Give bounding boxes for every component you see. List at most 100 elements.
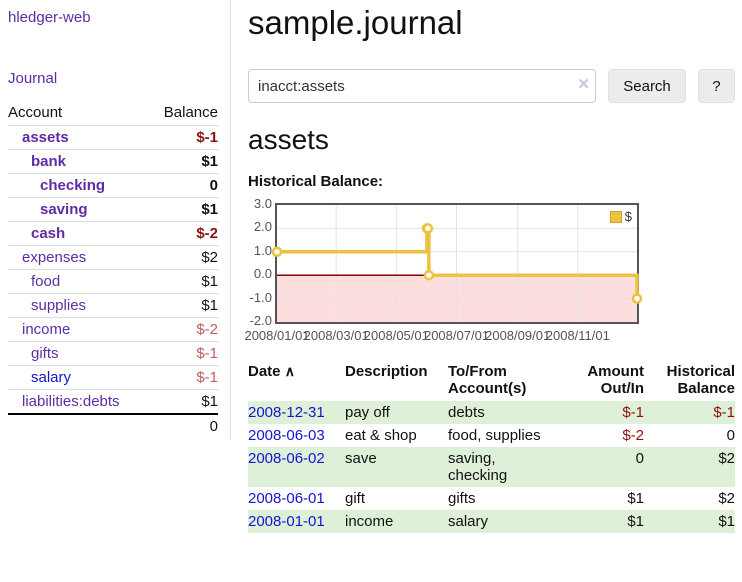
- balance-chart: $ 3.0 2.0 1.0 0.0 -1.0 -2.0 2008/01/01 2008/03/…: [244, 196, 735, 346]
- transaction-balance: $2: [718, 490, 735, 507]
- accounts-total-row: 0: [8, 413, 218, 437]
- balance-column-header: Historical Balance: [666, 363, 735, 397]
- x-axis-tick-label: 2008/09/01: [485, 328, 551, 343]
- account-row: gifts $-1: [8, 342, 218, 366]
- transaction-accounts: food, supplies: [448, 427, 541, 444]
- transaction-date-link[interactable]: 2008-01-01: [248, 513, 325, 530]
- transaction-accounts: gifts: [448, 490, 476, 507]
- sidebar-account-gifts[interactable]: gifts: [31, 345, 59, 362]
- description-column-header: Description: [345, 363, 428, 380]
- transaction-balance: 0: [726, 427, 735, 444]
- amount-column-header: Amount Out/In: [587, 363, 644, 397]
- transaction-description: income: [345, 513, 394, 530]
- transaction-accounts: debts: [448, 404, 485, 421]
- sidebar-account-checking[interactable]: checking: [40, 177, 106, 194]
- account-row: saving $1: [8, 198, 218, 222]
- account-row: liabilities:debts $1: [8, 390, 218, 414]
- transaction-balance: $1: [718, 513, 735, 530]
- chart-plot-area: $: [271, 203, 643, 324]
- transaction-description: save: [345, 450, 377, 467]
- search-button[interactable]: Search: [608, 69, 686, 103]
- transaction-row: 2008-01-01 income salary $1 $1: [248, 510, 735, 533]
- sidebar-account-assets[interactable]: assets: [22, 129, 69, 146]
- account-balance: $1: [201, 273, 218, 290]
- y-axis-tick-label: -1.0: [249, 289, 272, 305]
- main-content: sample.journal × Search ? assets Histori…: [240, 0, 742, 582]
- sort-ascending-icon: ∧: [284, 363, 295, 379]
- y-axis-tick-label: 0.0: [253, 266, 272, 282]
- account-row: food $1: [8, 270, 218, 294]
- account-balance: $2: [201, 249, 218, 266]
- x-axis-tick-label: 2008/11/01: [545, 328, 610, 343]
- balance-column-header: Balance: [163, 104, 218, 121]
- transaction-balance: $-1: [713, 404, 735, 421]
- brand-link[interactable]: hledger-web: [8, 9, 91, 26]
- transaction-amount: 0: [635, 450, 644, 467]
- chart-title: Historical Balance:: [248, 173, 384, 190]
- transaction-date-link[interactable]: 2008-06-02: [248, 450, 325, 467]
- transaction-row: 2008-12-31 pay off debts $-1 $-1: [248, 401, 735, 424]
- account-row: bank $1: [8, 150, 218, 174]
- x-axis-tick-label: 2008/07/01: [423, 328, 490, 343]
- transaction-date-link[interactable]: 2008-06-01: [248, 490, 325, 507]
- date-column-header[interactable]: Date ∧: [248, 361, 345, 401]
- sidebar-account-salary[interactable]: salary: [31, 369, 72, 386]
- transaction-accounts: saving, checking: [448, 450, 508, 484]
- y-axis-tick-label: 3.0: [253, 196, 272, 211]
- account-row: expenses $2: [8, 246, 218, 270]
- sidebar-item-journal[interactable]: Journal: [8, 70, 58, 87]
- sidebar-account-liabilities-debts[interactable]: liabilities:debts: [22, 393, 120, 410]
- y-axis-tick-label: 1.0: [253, 242, 272, 258]
- account-balance: $1: [201, 153, 218, 170]
- sidebar-account-expenses[interactable]: expenses: [22, 249, 87, 266]
- sidebar: hledger-web Journal Account Balance asse…: [0, 0, 231, 440]
- account-row: salary $-1: [8, 366, 218, 390]
- x-axis-tick-label: 2008/03/01: [303, 328, 369, 343]
- chart-plot-svg: [271, 205, 643, 322]
- legend-label: $: [624, 209, 632, 224]
- account-column-header: To/From Account(s): [448, 363, 527, 397]
- sidebar-account-saving[interactable]: saving: [40, 201, 88, 218]
- transaction-description: eat & shop: [345, 427, 417, 444]
- y-axis-tick-label: 2.0: [253, 219, 272, 235]
- search-input[interactable]: [248, 69, 597, 103]
- search-form: × Search ?: [248, 69, 735, 103]
- account-balance: 0: [209, 177, 218, 194]
- account-balance: $1: [201, 393, 218, 410]
- sidebar-account-cash[interactable]: cash: [31, 225, 66, 242]
- accounts-table: Account Balance assets $-1 bank $1 check…: [8, 100, 218, 437]
- page-title: sample.journal: [248, 4, 463, 41]
- transaction-row: 2008-06-02 save saving, checking 0 $2: [248, 447, 735, 487]
- account-row: cash $-2: [8, 222, 218, 246]
- register-table: Date ∧ Description To/From Account(s) Am…: [248, 361, 735, 533]
- transaction-date-link[interactable]: 2008-06-03: [248, 427, 325, 444]
- sidebar-account-bank[interactable]: bank: [31, 153, 67, 170]
- accounts-total: 0: [209, 417, 218, 435]
- account-row: assets $-1: [8, 126, 218, 150]
- transaction-description: gift: [345, 490, 366, 507]
- clear-search-icon[interactable]: ×: [578, 74, 590, 95]
- account-balance: $-2: [196, 225, 218, 242]
- account-balance: $-1: [196, 369, 218, 386]
- date-header-label: Date: [248, 363, 281, 380]
- account-balance: $1: [201, 201, 218, 218]
- y-axis-tick-label: -2.0: [249, 313, 272, 328]
- sidebar-account-food[interactable]: food: [31, 273, 61, 290]
- transaction-amount: $-1: [622, 404, 644, 421]
- legend-color-swatch: [609, 210, 622, 223]
- account-heading: assets: [248, 124, 329, 155]
- transaction-accounts: salary: [448, 513, 489, 530]
- sidebar-account-income[interactable]: income: [22, 321, 71, 338]
- account-row: income $-2: [8, 318, 218, 342]
- transaction-row: 2008-06-03 eat & shop food, supplies $-2…: [248, 424, 735, 447]
- account-row: supplies $1: [8, 294, 218, 318]
- transaction-date-link[interactable]: 2008-12-31: [248, 404, 325, 421]
- help-button[interactable]: ?: [697, 69, 735, 103]
- search-box: ×: [248, 69, 597, 103]
- transaction-amount: $-2: [622, 427, 644, 444]
- transaction-amount: $1: [627, 490, 644, 507]
- x-axis-tick-label: 2008/05/01: [363, 328, 429, 343]
- sidebar-account-supplies[interactable]: supplies: [31, 297, 87, 314]
- transaction-amount: $1: [627, 513, 644, 530]
